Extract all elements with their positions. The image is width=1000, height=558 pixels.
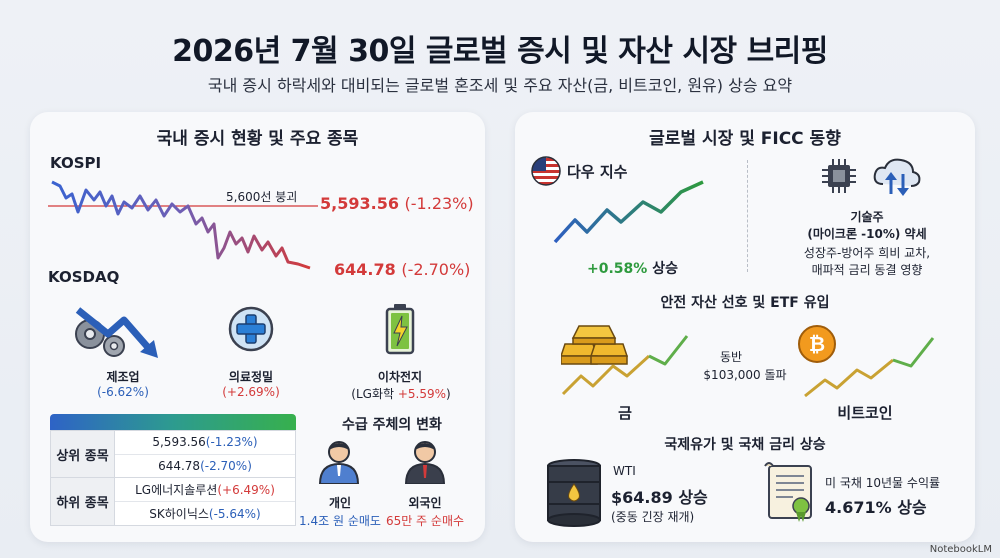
sector-manufacturing-name: 제조업 bbox=[106, 370, 140, 384]
stock-table: 상위 종목 5,593.56 (-1.23%) 644.78 (-2.70%) … bbox=[50, 414, 296, 526]
kosdaq-change: (-2.70%) bbox=[401, 260, 471, 279]
brand-watermark: NotebookLM bbox=[929, 544, 992, 555]
foreign-label: 외국인 bbox=[408, 496, 442, 510]
wti-value: $64.89 상승 bbox=[611, 488, 708, 507]
table-cell: SK하이닉스 (-5.64%) bbox=[115, 501, 295, 525]
domestic-panel: 국내 증시 현황 및 주요 종목 KOSPI 5,600선 붕괴 5,593.5… bbox=[30, 112, 485, 542]
cell-change: (-1.23%) bbox=[205, 435, 258, 450]
table-header-bar bbox=[50, 414, 296, 430]
wti-note: (중동 긴장 재개) bbox=[611, 510, 695, 524]
sector-battery-change: +5.59% bbox=[397, 387, 447, 401]
cell-change: (+6.49%) bbox=[217, 482, 275, 497]
domestic-panel-title: 국내 증시 현황 및 주요 종목 bbox=[156, 129, 359, 149]
cell-change: (-2.70%) bbox=[200, 458, 252, 473]
section-divider bbox=[747, 160, 748, 272]
gold-label: 금 bbox=[618, 404, 632, 422]
cell-value: SK하이닉스 bbox=[149, 507, 209, 521]
global-panel: 글로벌 시장 및 FICC 동향 다우 지수 +0.58% 상승 bbox=[515, 112, 975, 542]
svg-text:₿: ₿ bbox=[809, 332, 825, 356]
gold-up-chart bbox=[561, 335, 689, 396]
kospi-change: (-1.23%) bbox=[404, 194, 474, 213]
gold-bars-icon bbox=[561, 325, 629, 365]
top-stocks-label: 상위 종목 bbox=[51, 431, 115, 477]
tech-title: 기술주 bbox=[850, 210, 884, 224]
oil-bond-title: 국제유가 및 국채 금리 상승 bbox=[664, 437, 826, 453]
bitcoin-icon: ₿ bbox=[798, 325, 836, 363]
sector-manufacturing-change: (-6.62%) bbox=[97, 385, 149, 399]
together-label: 동반 bbox=[719, 350, 743, 364]
tech-sub: (마이크론 -10%) 약세 bbox=[807, 227, 927, 241]
individual-investor-icon bbox=[318, 441, 360, 484]
sector-battery-detail: (LG화학 +5.59%) bbox=[346, 385, 456, 402]
individual-value: 1.4조 원 순매도 bbox=[299, 514, 381, 528]
global-panel-title: 글로벌 시장 및 FICC 동향 bbox=[649, 129, 841, 149]
treasury-certificate-icon bbox=[764, 462, 812, 522]
microchip-icon bbox=[822, 159, 856, 193]
foreign-investor-icon bbox=[404, 441, 446, 484]
tech-note-1: 성장주-방어주 희비 교차, bbox=[803, 246, 931, 260]
oil-barrel-icon bbox=[547, 459, 601, 527]
safe-assets-title: 안전 자산 선호 및 ETF 유입 bbox=[660, 295, 830, 311]
bond-value: 4.671% 상승 bbox=[825, 498, 927, 517]
table-row: 상위 종목 5,593.56 (-1.23%) 644.78 (-2.70%) bbox=[51, 431, 295, 478]
cell-change: (-5.64%) bbox=[208, 506, 261, 521]
threshold-note: 5,600선 붕괴 bbox=[226, 190, 298, 204]
btc-price: $103,000 돌파 bbox=[703, 368, 787, 382]
cloud-transfer-icon bbox=[873, 158, 921, 196]
cell-value: 5,593.56 bbox=[152, 435, 206, 450]
kosdaq-value: 644.78 (-2.70%) bbox=[334, 260, 470, 279]
sector-medical-name: 의료정밀 bbox=[228, 370, 274, 384]
bitcoin-label: 비트코인 bbox=[837, 404, 893, 422]
kosdaq-value-number: 644.78 bbox=[334, 260, 396, 279]
table-cell: LG에너지솔루션 (+6.49%) bbox=[115, 478, 295, 501]
table-cell: 5,593.56 (-1.23%) bbox=[115, 431, 295, 454]
page-subtitle: 국내 증시 하락세와 대비되는 글로벌 혼조세 및 주요 자산(금, 비트코인,… bbox=[207, 76, 793, 95]
medical-cross-icon bbox=[228, 306, 274, 352]
sector-battery-sub: (LG화학 bbox=[351, 387, 398, 401]
gears-down-icon bbox=[75, 307, 158, 358]
dow-change-value: +0.58% bbox=[587, 261, 653, 277]
kospi-value-number: 5,593.56 bbox=[320, 194, 399, 213]
bitcoin-up-chart bbox=[804, 337, 935, 398]
bond-label: 미 국채 10년물 수익률 bbox=[825, 476, 941, 490]
us-flag-icon bbox=[531, 156, 561, 186]
bottom-stocks-label: 하위 종목 bbox=[51, 478, 115, 525]
kospi-label: KOSPI bbox=[50, 154, 102, 172]
dow-label: 다우 지수 bbox=[567, 163, 628, 181]
battery-icon bbox=[385, 304, 415, 355]
kospi-value: 5,593.56 (-1.23%) bbox=[320, 194, 474, 213]
sector-battery-name: 이차전지 bbox=[377, 370, 423, 384]
kosdaq-label: KOSDAQ bbox=[48, 268, 120, 286]
index-line bbox=[51, 180, 311, 270]
cell-value: LG에너지솔루션 bbox=[135, 483, 218, 497]
tech-note-2: 매파적 금리 동결 영향 bbox=[811, 263, 923, 277]
sector-battery-tail: ) bbox=[446, 387, 451, 401]
individual-label: 개인 bbox=[328, 496, 352, 510]
dow-change: +0.58% 상승 bbox=[587, 258, 678, 278]
foreign-value: 65만 주 순매수 bbox=[385, 514, 465, 528]
wti-label: WTI bbox=[613, 464, 636, 478]
sector-medical-change: (+2.69%) bbox=[222, 385, 280, 399]
dow-change-word: 상승 bbox=[652, 261, 678, 277]
cell-value: 644.78 bbox=[158, 458, 201, 473]
table-row: 하위 종목 LG에너지솔루션 (+6.49%) SK하이닉스 (-5.64%) bbox=[51, 478, 295, 525]
flows-title: 수급 주체의 변화 bbox=[342, 417, 442, 433]
dow-up-chart bbox=[553, 180, 704, 244]
kospi-kosdaq-line-chart bbox=[48, 180, 318, 270]
page-title: 2026년 7월 30일 글로벌 증시 및 자산 시장 브리핑 bbox=[172, 34, 828, 69]
table-cell: 644.78 (-2.70%) bbox=[115, 453, 295, 478]
